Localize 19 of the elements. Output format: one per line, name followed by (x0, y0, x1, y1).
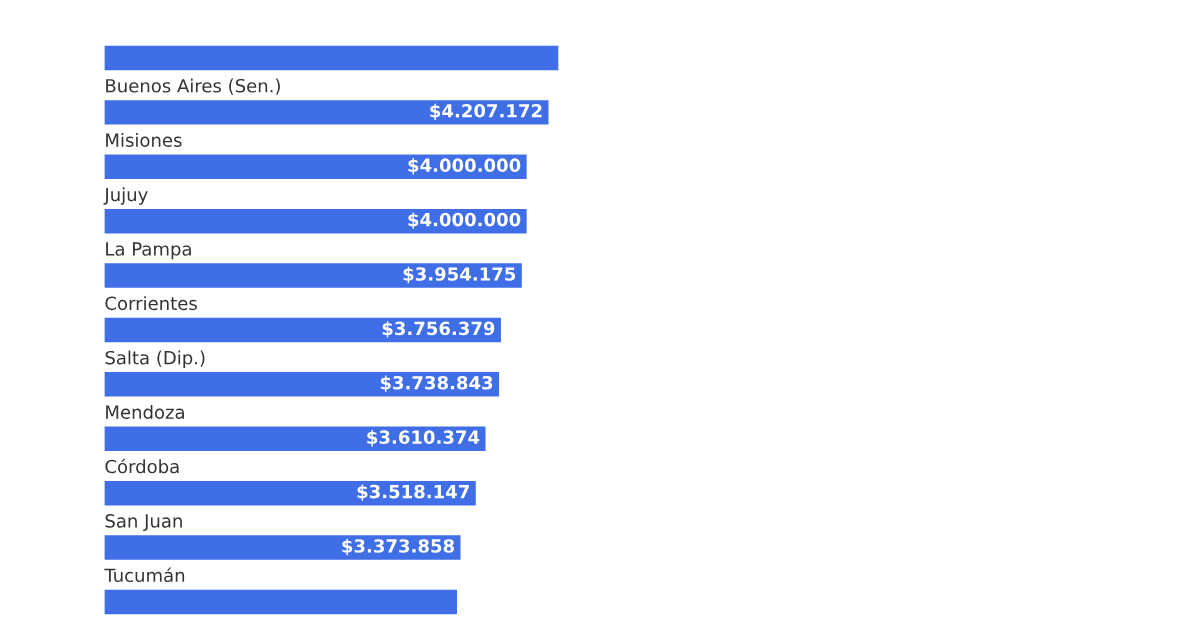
y-tick-label: Salta (Dip.) (105, 350, 205, 369)
data-label: $4.207.172 (430, 103, 542, 121)
y-tick-label: Buenos Aires (Sen.) (106, 78, 280, 95)
data-label: $3.518.147 (357, 484, 469, 501)
y-tick-label: Mendoza (106, 404, 184, 419)
data-label: $4.000.000 (408, 212, 521, 229)
data-label: $3.756.379 (382, 321, 495, 338)
y-tick-label: Tucumán (104, 567, 185, 583)
y-tick-label: Jujuy (103, 187, 148, 205)
data-label: $4.000.000 (408, 158, 521, 175)
y-tick-label: La Pampa (106, 242, 191, 260)
y-tick-label: Misiones (106, 132, 182, 147)
y-tick-label: San Juan (105, 514, 182, 532)
y-tick-label: Corrientes (105, 296, 197, 311)
y-tick-label: Córdoba (105, 458, 179, 474)
data-label: $3.610.374 (367, 430, 480, 447)
data-label: $3.738.843 (380, 375, 493, 392)
data-label: $3.954.175 (403, 266, 516, 284)
data-label: $3.373.858 (342, 538, 454, 556)
